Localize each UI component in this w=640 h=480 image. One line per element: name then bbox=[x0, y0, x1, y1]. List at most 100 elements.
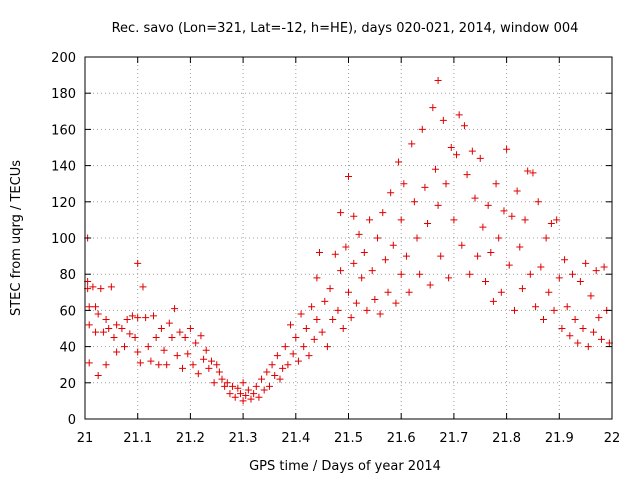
data-point bbox=[85, 303, 93, 311]
data-point bbox=[434, 77, 442, 85]
data-point bbox=[400, 180, 408, 188]
data-point bbox=[434, 201, 442, 209]
data-point bbox=[92, 328, 100, 336]
data-point bbox=[152, 334, 160, 342]
data-point bbox=[350, 212, 358, 220]
data-point bbox=[297, 310, 305, 318]
data-point bbox=[410, 198, 418, 206]
data-point bbox=[110, 334, 118, 342]
data-point bbox=[547, 220, 555, 228]
data-point bbox=[579, 325, 587, 332]
data-point bbox=[265, 382, 273, 390]
data-point bbox=[468, 147, 476, 155]
data-point bbox=[205, 364, 213, 372]
y-tick-label: 20 bbox=[59, 377, 76, 392]
data-point bbox=[173, 352, 181, 360]
data-point bbox=[437, 252, 445, 260]
data-point bbox=[426, 281, 434, 289]
data-point bbox=[131, 334, 139, 342]
data-point bbox=[289, 350, 297, 358]
data-point bbox=[521, 216, 529, 224]
data-point bbox=[350, 259, 358, 267]
data-point bbox=[223, 379, 231, 387]
data-point bbox=[134, 259, 142, 267]
data-point bbox=[147, 357, 155, 365]
x-tick-label: 21.1 bbox=[123, 431, 152, 446]
data-point bbox=[197, 332, 205, 340]
data-point bbox=[121, 343, 129, 351]
data-point bbox=[281, 343, 289, 351]
data-point bbox=[273, 352, 281, 360]
data-point bbox=[284, 361, 292, 369]
data-point bbox=[561, 256, 569, 264]
data-point bbox=[563, 303, 571, 311]
data-point bbox=[184, 350, 192, 358]
data-point bbox=[94, 310, 102, 318]
data-point bbox=[271, 372, 279, 380]
data-point bbox=[360, 248, 368, 256]
data-point bbox=[292, 334, 300, 342]
data-point bbox=[102, 315, 110, 323]
data-point bbox=[529, 169, 537, 177]
data-point bbox=[218, 375, 226, 383]
data-point bbox=[453, 151, 461, 159]
data-point bbox=[310, 335, 318, 343]
data-point bbox=[550, 306, 558, 314]
y-tick-label: 0 bbox=[68, 413, 76, 428]
data-point bbox=[418, 125, 426, 133]
data-point bbox=[134, 348, 142, 356]
x-axis-ticks: 21 21.1 21.2 21.3 21.4 21.5 21.6 21.7 21.8 21.9 22 bbox=[77, 57, 621, 446]
y-tick-label: 180 bbox=[51, 87, 76, 102]
data-point bbox=[539, 315, 547, 323]
data-point bbox=[566, 332, 574, 340]
data-point bbox=[371, 296, 379, 304]
data-point bbox=[160, 346, 168, 354]
data-point bbox=[308, 303, 316, 311]
chart-title: Rec. savo (Lon=321, Lat=-12, h=HE), days… bbox=[112, 21, 579, 36]
data-point bbox=[85, 321, 93, 329]
data-point bbox=[342, 243, 350, 251]
data-point bbox=[455, 111, 463, 119]
data-point bbox=[231, 393, 239, 401]
data-point bbox=[337, 267, 345, 275]
data-point bbox=[431, 165, 439, 173]
data-point bbox=[118, 325, 126, 332]
data-point bbox=[571, 315, 579, 323]
data-point bbox=[247, 395, 255, 403]
data-point bbox=[505, 261, 513, 269]
data-point bbox=[447, 144, 455, 151]
data-point bbox=[337, 209, 345, 217]
x-tick-label: 21.8 bbox=[492, 431, 521, 446]
data-point bbox=[516, 243, 524, 251]
data-point bbox=[358, 274, 366, 282]
x-axis-label: GPS time / Days of year 2014 bbox=[249, 459, 441, 474]
data-point bbox=[397, 270, 405, 278]
data-point bbox=[537, 263, 545, 271]
data-point bbox=[545, 288, 553, 296]
data-point bbox=[534, 198, 542, 206]
data-point bbox=[213, 361, 221, 369]
data-point bbox=[157, 325, 165, 332]
data-point bbox=[492, 180, 500, 188]
data-point bbox=[445, 274, 453, 282]
data-point bbox=[334, 306, 342, 314]
y-axis-ticks: 0 20 40 60 80 100 120 140 160 180 200 bbox=[51, 51, 612, 428]
data-point bbox=[150, 312, 158, 320]
data-point bbox=[518, 285, 526, 293]
data-point bbox=[503, 145, 511, 153]
data-point bbox=[126, 330, 134, 338]
data-point bbox=[576, 277, 584, 285]
data-point bbox=[458, 241, 466, 249]
data-point bbox=[366, 216, 374, 224]
data-point bbox=[495, 234, 503, 242]
data-point bbox=[113, 321, 121, 329]
x-tick-label: 22 bbox=[604, 431, 621, 446]
data-point bbox=[239, 379, 247, 387]
data-point bbox=[600, 263, 608, 271]
data-point bbox=[587, 292, 595, 300]
data-point bbox=[329, 315, 337, 323]
y-tick-label: 200 bbox=[51, 51, 76, 66]
data-point bbox=[442, 180, 450, 188]
data-point bbox=[305, 352, 313, 360]
